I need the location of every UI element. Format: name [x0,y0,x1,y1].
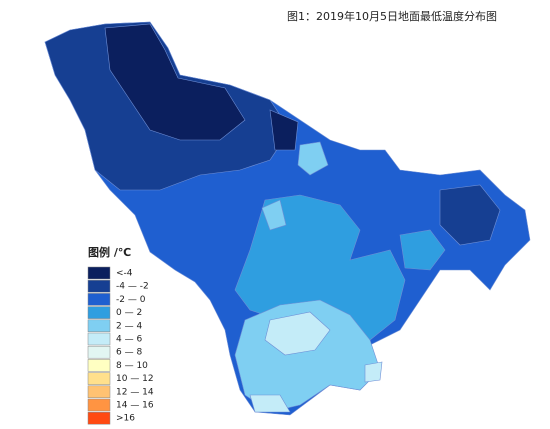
east-cold [439,184,501,246]
south-warm [264,311,331,356]
legend-swatch [87,332,111,346]
legend-label: 10 — 12 [116,374,154,384]
legend-swatch [87,411,111,425]
south-warm-spot [364,361,383,383]
legend-swatch [87,319,111,333]
legend-swatch [87,306,111,319]
legend-swatch [87,385,111,399]
legend-swatch [87,372,111,385]
legend-label: 12 — 14 [116,387,154,397]
legend-title: 图例 /℃ [88,245,131,259]
north-mild [297,141,329,176]
legend-label: 6 — 8 [116,348,142,358]
legend-label: -2 — 0 [116,295,146,305]
legend-swatch [87,359,111,372]
cold-spot [269,109,299,151]
legend-label: >16 [116,414,135,424]
map-regions [44,21,531,416]
central-spot [261,199,287,231]
map-title: 图1：2019年10月5日地面最低温度分布图 [287,9,497,23]
legend-swatch [87,398,111,412]
legend-swatch [87,279,111,293]
legend-label: 2 — 4 [116,321,142,331]
legend-label: 8 — 10 [116,361,148,371]
legend-swatch [87,266,111,280]
legend-label: -4 — -2 [116,282,149,292]
legend-label: 0 — 2 [116,308,142,318]
east-mild [399,229,446,271]
legend-label: <-4 [116,269,133,279]
legend-swatch [87,293,111,306]
legend-swatch [87,345,111,359]
cold-core [104,23,246,141]
southern-tip [249,394,291,413]
central-mild [234,194,406,341]
legend-label: 4 — 6 [116,335,142,345]
legend: 图例 /℃ <-4 -4 — -2 -2 — 0 0 — 2 2 — 4 4 — 6 6 —… [87,245,154,425]
legend-label: 14 — 16 [116,401,154,411]
